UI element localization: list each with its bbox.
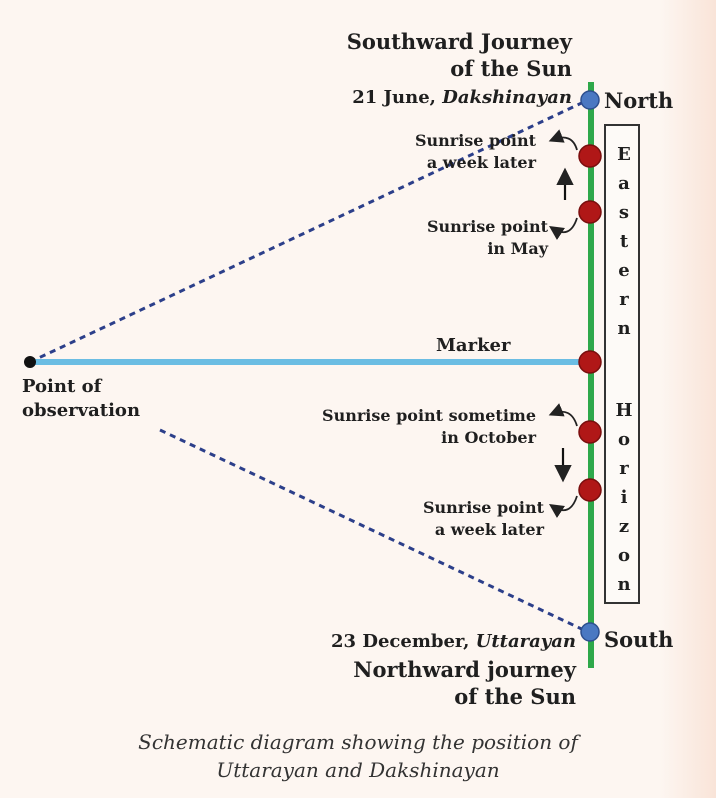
pointer-arrow-week-later-top [548,129,578,151]
southward-journey-label: Southward Journey of the Sun [300,28,572,82]
horizon-letter: s [618,202,630,223]
sunrise-week-later-top-line2: a week later [426,153,536,172]
sunrise-point-week-later-bottom [578,478,602,502]
north-date: 21 June, [352,87,436,108]
sunrise-week-later-bottom-label: Sunrise point a week later [380,497,544,541]
horizon-letter: r [619,289,629,310]
pointer-arrow-october [548,403,578,427]
southward-journey-line1: Southward Journey [346,29,572,54]
observation-line1: Point of [22,376,102,397]
south-date-label: 23 December, Uttarayan [276,630,576,654]
horizon-letter: e [618,260,630,281]
sunrise-week-later-top-line1: Sunrise point [414,131,536,150]
south-term: Uttarayan [475,631,576,652]
south-pole-point [580,622,600,642]
figure-caption: Schematic diagram showing the position o… [0,728,716,784]
horizon-letter: E [617,144,631,165]
eastern-horizon-box: E a s t e r n H o r i z o n [604,124,640,604]
northward-journey-line2: of the Sun [454,684,576,709]
sunrise-may-line1: Sunrise point [426,217,548,236]
north-pole-point [580,90,600,110]
northward-journey-line1: Northward journey [353,657,576,682]
horizon-letter: t [619,231,629,252]
south-label: South [604,627,674,652]
sight-line-south [159,428,589,634]
sunrise-week-later-bottom-line2: a week later [434,520,544,539]
horizon-letter: n [617,318,631,339]
sunrise-week-later-bottom-line1: Sunrise point [422,498,544,517]
horizon-letter: i [620,487,628,508]
marker-label: Marker [436,335,511,356]
sight-line-north [29,98,589,364]
north-label: North [604,88,674,113]
sunrise-week-later-top-label: Sunrise point a week later [370,130,536,174]
sunrise-may-label: Sunrise point in May [380,216,548,260]
sunrise-october-label: Sunrise point sometime in October [270,405,536,449]
background-edge [660,0,716,798]
pointer-arrow-may [549,217,578,240]
observation-label: Point of observation [22,375,140,423]
sunrise-october-line2: in October [441,428,536,447]
sunrise-point-week-later-top [578,144,602,168]
sunrise-october-line1: Sunrise point sometime [322,406,536,425]
sunrise-point-october [578,420,602,444]
observation-point [24,356,36,368]
horizon-letter: n [617,574,631,595]
caption-line1: Schematic diagram showing the position o… [138,730,578,754]
sunrise-may-line2: in May [487,239,548,258]
horizon-letter: H [615,400,633,421]
south-date: 23 December, [331,631,470,652]
horizon-letter: o [617,545,630,566]
horizon-letter: a [618,173,630,194]
observation-line2: observation [22,400,141,421]
marker-point [578,350,602,374]
southward-journey-line2: of the Sun [450,56,572,81]
caption-line2: Uttarayan and Dakshinayan [216,758,500,782]
north-date-label: 21 June, Dakshinayan [290,86,572,110]
horizon-letter: z [618,516,630,537]
northward-journey-label: Northward journey of the Sun [300,656,576,710]
horizon-letter: r [619,458,629,479]
horizon-letter: o [617,429,630,450]
sunrise-point-may [578,200,602,224]
pointer-arrow-week-later-bottom [549,495,578,518]
north-term: Dakshinayan [442,87,572,108]
